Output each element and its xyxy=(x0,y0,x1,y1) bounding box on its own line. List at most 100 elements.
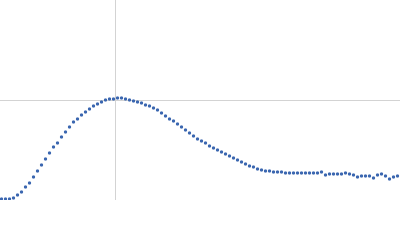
data-point xyxy=(391,175,396,179)
data-point xyxy=(219,150,224,154)
data-point xyxy=(55,141,60,145)
data-point xyxy=(335,172,340,176)
data-point xyxy=(295,171,300,175)
data-point xyxy=(23,185,28,189)
data-point xyxy=(319,170,324,174)
data-point xyxy=(395,174,400,178)
data-point xyxy=(355,175,360,179)
data-point xyxy=(279,170,284,174)
data-point xyxy=(283,171,288,175)
data-point xyxy=(95,102,100,106)
data-point xyxy=(7,197,12,200)
data-point xyxy=(363,174,368,178)
data-point xyxy=(63,130,68,134)
data-point xyxy=(179,125,184,129)
data-point xyxy=(223,152,228,156)
data-point xyxy=(327,172,332,176)
data-point xyxy=(159,111,164,115)
data-point xyxy=(259,168,264,172)
data-point xyxy=(271,170,276,174)
data-point xyxy=(311,171,316,175)
data-point xyxy=(375,173,380,177)
data-point xyxy=(247,164,252,168)
data-point xyxy=(71,120,76,124)
chart xyxy=(0,0,400,200)
data-point xyxy=(79,113,84,117)
data-point xyxy=(19,190,24,194)
data-point xyxy=(67,125,72,129)
data-point xyxy=(147,104,152,108)
data-point xyxy=(3,197,8,200)
data-point xyxy=(155,108,160,112)
data-point xyxy=(59,135,64,139)
data-point xyxy=(307,171,312,175)
data-point xyxy=(371,176,376,180)
data-point xyxy=(51,145,56,149)
data-point xyxy=(227,154,232,158)
data-point xyxy=(303,171,308,175)
data-point xyxy=(211,146,216,150)
data-point xyxy=(231,156,236,160)
data-point xyxy=(11,196,16,200)
data-point xyxy=(267,169,272,173)
data-point xyxy=(195,137,200,141)
data-point xyxy=(99,100,104,104)
data-point xyxy=(103,98,108,102)
data-point xyxy=(91,104,96,108)
data-point xyxy=(87,107,92,111)
data-point xyxy=(35,169,40,173)
data-point xyxy=(367,174,372,178)
data-point xyxy=(15,193,20,197)
data-point xyxy=(191,134,196,138)
data-point xyxy=(343,171,348,175)
data-point xyxy=(239,160,244,164)
data-point xyxy=(27,181,32,185)
data-point xyxy=(275,170,280,174)
data-point xyxy=(135,100,140,104)
data-point xyxy=(199,139,204,143)
data-point xyxy=(215,148,220,152)
data-point xyxy=(291,171,296,175)
data-point xyxy=(383,174,388,178)
data-point xyxy=(31,175,36,179)
data-point xyxy=(107,97,112,101)
data-point xyxy=(175,122,180,126)
data-point xyxy=(127,98,132,102)
data-point xyxy=(235,158,240,162)
data-point xyxy=(167,117,172,121)
data-point xyxy=(75,117,80,121)
page: {"chart_data": {"type": "scatter", "colo… xyxy=(0,0,400,200)
data-point xyxy=(151,106,156,110)
data-point xyxy=(47,151,52,155)
data-point xyxy=(251,165,256,169)
data-point xyxy=(39,163,44,167)
data-point xyxy=(323,173,328,177)
data-point xyxy=(347,172,352,176)
data-point xyxy=(331,172,336,176)
data-point xyxy=(387,177,392,181)
data-point xyxy=(379,172,384,176)
data-point xyxy=(163,114,168,118)
data-point xyxy=(0,197,4,200)
data-point xyxy=(187,131,192,135)
data-point xyxy=(131,99,136,103)
data-point xyxy=(351,173,356,177)
data-point xyxy=(359,174,364,178)
data-point xyxy=(207,144,212,148)
data-point xyxy=(339,172,344,176)
data-point xyxy=(243,162,248,166)
data-point xyxy=(287,171,292,175)
data-point xyxy=(183,128,188,132)
data-point xyxy=(119,96,124,100)
data-point xyxy=(111,97,116,101)
data-point xyxy=(315,171,320,175)
data-point xyxy=(171,119,176,123)
data-point xyxy=(299,171,304,175)
data-point xyxy=(123,97,128,101)
data-point xyxy=(203,141,208,145)
data-point xyxy=(263,169,268,173)
data-point xyxy=(143,103,148,107)
data-point xyxy=(43,157,48,161)
data-point xyxy=(139,101,144,105)
data-point xyxy=(255,167,260,171)
